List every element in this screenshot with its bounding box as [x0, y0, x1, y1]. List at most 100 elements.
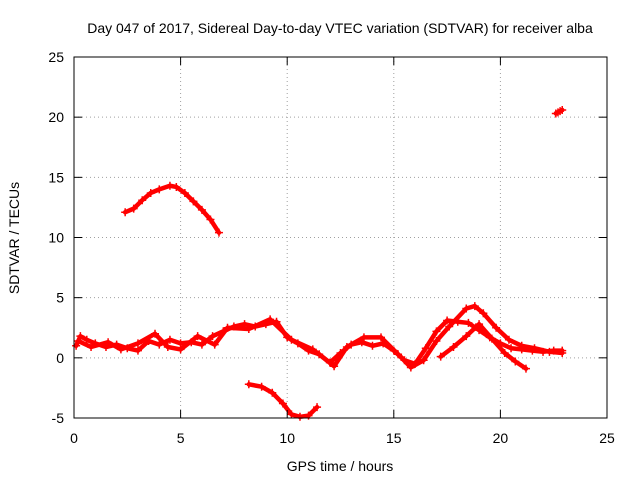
- data-point: [419, 356, 428, 365]
- data-point: [189, 197, 198, 206]
- data-point: [104, 338, 113, 347]
- x-tick-label: 20: [493, 430, 509, 446]
- data-point: [342, 343, 351, 352]
- data-point: [87, 343, 96, 352]
- data-point: [74, 336, 83, 345]
- data-point: [521, 364, 530, 373]
- data-point: [470, 302, 479, 311]
- data-point: [487, 334, 496, 343]
- series-base-b: [74, 302, 567, 372]
- chart-title: Day 047 of 2017, Sidereal Day-to-day VTE…: [87, 20, 593, 36]
- data-point: [462, 332, 471, 341]
- data-point: [210, 340, 219, 349]
- data-point: [180, 188, 189, 197]
- y-tick-label: 0: [56, 350, 64, 366]
- data-point: [138, 196, 147, 205]
- x-tick-label: 0: [70, 430, 78, 446]
- series-line: [438, 321, 529, 371]
- data-point: [492, 323, 501, 332]
- series-dip: [244, 380, 322, 421]
- data-point: [133, 339, 142, 348]
- data-point: [165, 335, 174, 344]
- data-point: [308, 345, 317, 354]
- data-point: [268, 388, 277, 397]
- data-point: [165, 181, 174, 190]
- data-point: [436, 352, 445, 361]
- data-point: [172, 182, 181, 191]
- data-point: [82, 335, 91, 344]
- x-tick-label: 15: [386, 430, 402, 446]
- data-point: [244, 380, 253, 389]
- data-point: [206, 215, 215, 224]
- data-point: [129, 204, 138, 213]
- data-point: [445, 322, 454, 331]
- axis-ticks: 0 5 10 15 20 25 -5 0 5 10 15 20 25: [48, 49, 615, 446]
- data-point: [432, 336, 441, 345]
- data-point: [432, 327, 441, 336]
- data-point: [72, 341, 81, 350]
- y-axis-label: SDTVAR / TECUs: [6, 182, 22, 294]
- series-arc-high: [121, 181, 223, 237]
- data-point: [278, 399, 287, 408]
- data-point: [500, 349, 509, 358]
- data-point: [197, 205, 206, 214]
- data-point: [558, 105, 567, 114]
- y-tick-label: 10: [48, 230, 64, 246]
- data-point: [197, 340, 206, 349]
- data-point: [133, 346, 142, 355]
- data-point: [464, 318, 473, 327]
- data-point: [76, 332, 85, 341]
- data-point: [313, 403, 322, 412]
- series-base-c: [436, 320, 530, 373]
- y-tick-label: 15: [48, 169, 64, 185]
- grid-lines: [74, 57, 607, 418]
- y-tick-label: 5: [56, 290, 64, 306]
- data-point: [368, 341, 377, 350]
- data-point: [223, 323, 232, 332]
- data-point: [155, 185, 164, 194]
- data-point: [155, 340, 164, 349]
- data-point: [116, 345, 125, 354]
- data-point: [558, 349, 567, 358]
- data-point: [394, 350, 403, 359]
- data-point: [507, 344, 516, 353]
- data-point: [475, 320, 484, 329]
- data-point: [545, 347, 554, 356]
- data-point: [266, 315, 275, 324]
- data-point: [359, 333, 368, 342]
- x-axis-label: GPS time / hours: [287, 458, 394, 474]
- data-point: [151, 329, 160, 338]
- data-point: [163, 343, 172, 352]
- data-point: [406, 363, 415, 372]
- data-point: [193, 332, 202, 341]
- data-point: [511, 357, 520, 366]
- data-point: [244, 324, 253, 333]
- data-point: [504, 335, 513, 344]
- x-tick-label: 25: [599, 430, 615, 446]
- data-point: [146, 188, 155, 197]
- x-tick-label: 10: [279, 430, 295, 446]
- data-point: [462, 304, 471, 313]
- data-point: [295, 412, 304, 421]
- series-late: [551, 105, 567, 118]
- data-point: [287, 410, 296, 419]
- data-point: [443, 316, 452, 325]
- y-tick-label: -5: [52, 410, 65, 426]
- plot-frame: [73, 56, 608, 419]
- data-point: [208, 332, 217, 341]
- data-point: [330, 362, 339, 371]
- data-point: [449, 343, 458, 352]
- data-point: [479, 309, 488, 318]
- data-point: [121, 208, 130, 217]
- data-series: [72, 105, 567, 421]
- data-point: [421, 344, 430, 353]
- data-point: [377, 333, 386, 342]
- data-point: [257, 382, 266, 391]
- data-point: [530, 344, 539, 353]
- data-point: [214, 228, 223, 237]
- data-point: [287, 335, 296, 344]
- y-tick-label: 25: [48, 49, 64, 65]
- y-tick-label: 20: [48, 109, 64, 125]
- x-tick-label: 5: [177, 430, 185, 446]
